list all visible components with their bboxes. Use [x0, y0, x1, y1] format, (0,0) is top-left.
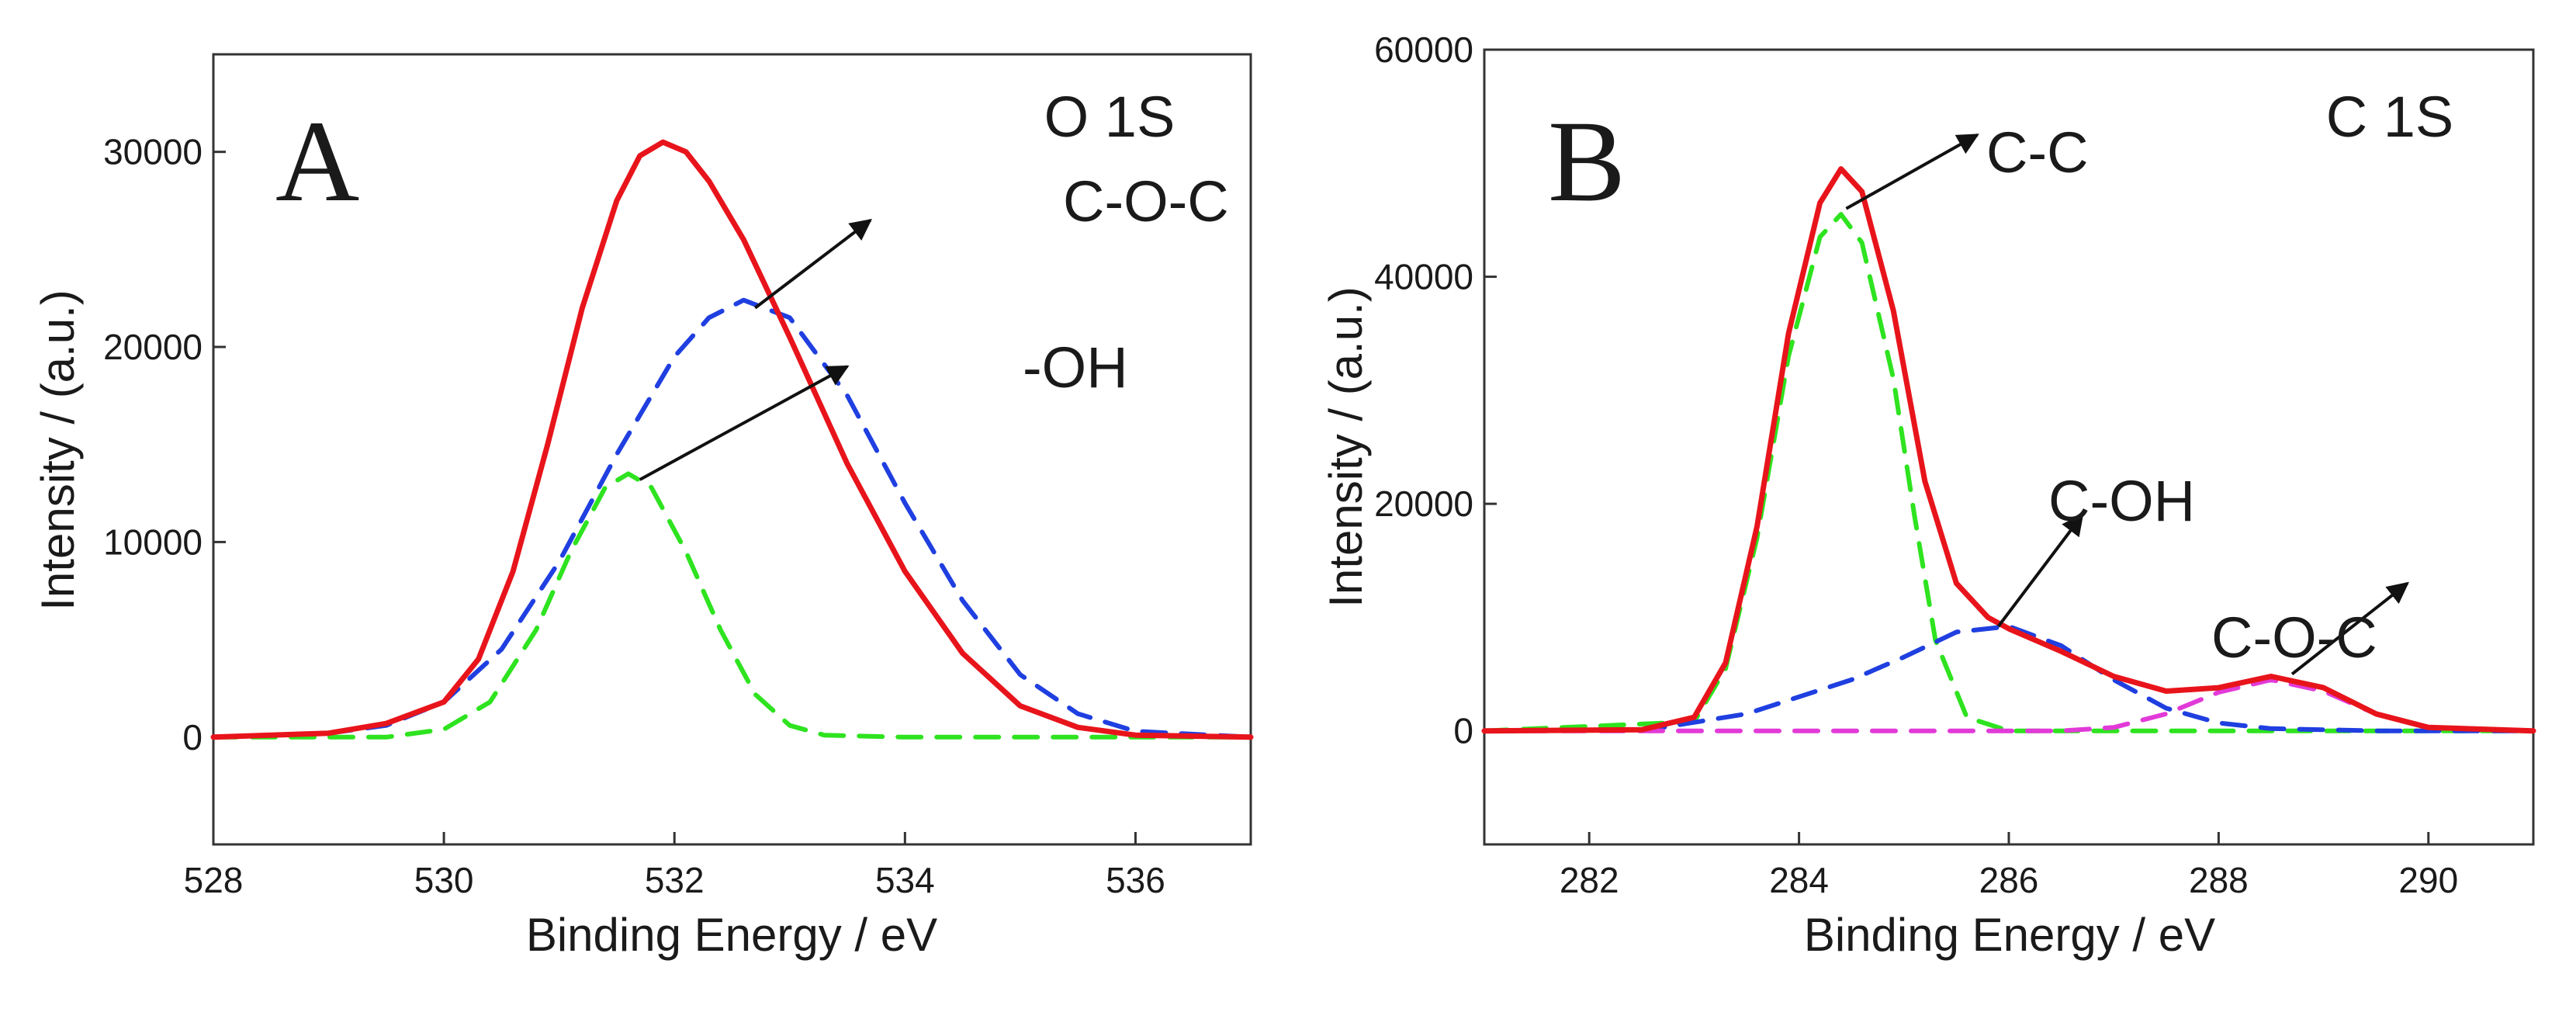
y-tick-label: 10000	[103, 522, 203, 562]
x-tick-label: 530	[414, 860, 474, 900]
y-axis-title: Intensity / (a.u.)	[32, 289, 84, 611]
x-tick-label: 286	[1979, 860, 2039, 900]
annotation-arrow	[753, 218, 872, 310]
y-tick-label: 0	[182, 717, 203, 757]
annotations: C-C C-OH C-O-C	[1845, 120, 2409, 676]
x-axis-title: Binding Energy / eV	[1804, 909, 2215, 961]
panel-letter: B	[1548, 97, 1626, 226]
panel-b: 0 20000 40000 60000 282 284 286 288 290 C-C C-OH…	[1320, 29, 2536, 961]
annotation-arrow	[1996, 513, 2084, 628]
x-tick-label: 536	[1106, 860, 1165, 900]
x-axis-ticks: 282 284 286 288 290	[1560, 832, 2458, 900]
plot-frame	[212, 53, 1252, 846]
core-level-label: C 1S	[2326, 85, 2454, 149]
envelope-line	[210, 139, 1254, 740]
x-axis-ticks: 528 530 532 534 536	[184, 832, 1165, 900]
x-tick-label: 288	[2189, 860, 2249, 900]
component-peak-line	[211, 471, 1253, 740]
x-tick-label: 290	[2398, 860, 2458, 900]
annotation-arrow	[1845, 133, 1979, 210]
y-tick-label: 0	[1453, 711, 1473, 751]
annotation-label: C-C	[1986, 120, 2089, 185]
annotation-label: C-O-C	[1063, 169, 1229, 234]
y-axis-ticks: 0 10000 20000 30000	[103, 132, 226, 757]
x-tick-label: 282	[1560, 860, 1619, 900]
series-group	[1481, 166, 2536, 734]
y-axis-title: Intensity / (a.u.)	[1320, 286, 1372, 608]
annotation-label: -OH	[1023, 335, 1128, 400]
annotation-label: C-O-C	[2211, 605, 2377, 670]
x-tick-label: 528	[184, 860, 244, 900]
annotation-label: C-OH	[2048, 469, 2195, 533]
x-tick-label: 534	[875, 860, 935, 900]
y-tick-label: 20000	[1374, 484, 1473, 524]
panel-letter: A	[275, 97, 359, 226]
x-tick-label: 532	[645, 860, 705, 900]
y-tick-label: 40000	[1374, 257, 1473, 297]
y-tick-label: 30000	[103, 132, 203, 172]
envelope-line	[1481, 166, 2536, 734]
y-tick-label: 20000	[103, 327, 203, 367]
annotations: C-O-C -OH	[639, 169, 1229, 481]
core-level-label: O 1S	[1044, 85, 1175, 149]
y-axis-ticks: 0 20000 40000 60000	[1374, 29, 1497, 751]
component-peak-line	[1639, 624, 2536, 733]
component-peak-line	[326, 297, 1253, 740]
annotation-arrow	[639, 365, 850, 481]
x-tick-label: 284	[1769, 860, 1829, 900]
y-tick-label: 60000	[1374, 29, 1473, 70]
annotation-arrow	[2290, 581, 2409, 676]
panel-a: 0 10000 20000 30000 528 530 532 534 536 C-O-C -O…	[32, 53, 1254, 961]
x-axis-title: Binding Energy / eV	[526, 909, 937, 961]
series-group	[210, 139, 1254, 740]
